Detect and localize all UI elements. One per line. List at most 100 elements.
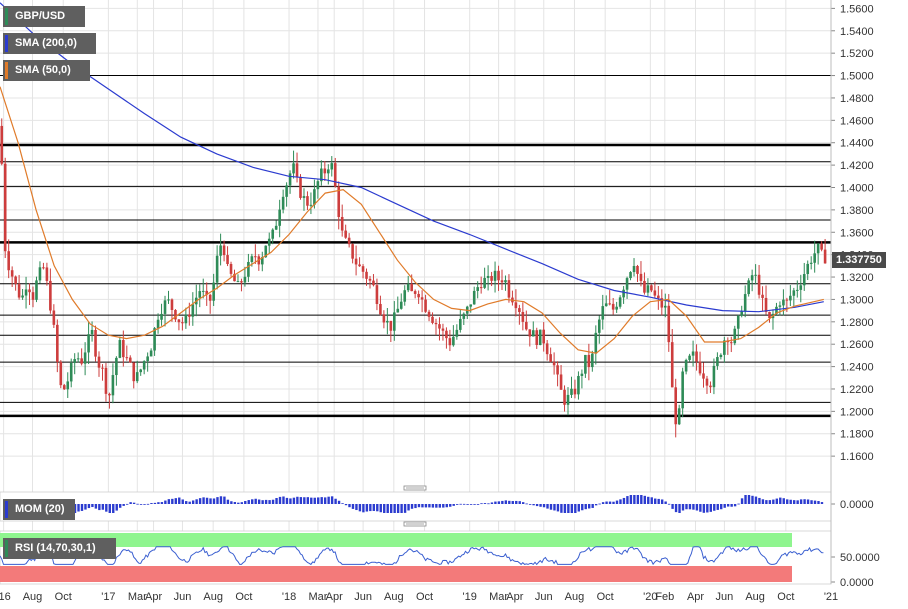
mom-bar bbox=[497, 501, 501, 504]
mom-bar bbox=[254, 498, 257, 504]
legend-rsi[interactable]: RSI (14,70,30,1) bbox=[3, 538, 116, 559]
legend-price-label: GBP/USD bbox=[15, 10, 66, 22]
candle-body bbox=[76, 358, 80, 360]
mom-bar bbox=[327, 496, 330, 504]
candle-body bbox=[702, 373, 705, 379]
candle-body bbox=[94, 329, 97, 357]
price-grid bbox=[0, 0, 832, 584]
mom-bar bbox=[337, 500, 341, 504]
candle-body bbox=[802, 274, 806, 286]
candle-body bbox=[250, 256, 254, 262]
candle-body bbox=[796, 289, 799, 291]
candle-body bbox=[104, 367, 108, 394]
mom-bar bbox=[650, 497, 653, 504]
time-tick-label: Mar bbox=[308, 591, 327, 603]
mom-bar bbox=[296, 496, 299, 504]
candle-body bbox=[90, 329, 94, 335]
mom-bar bbox=[195, 499, 198, 504]
time-tick-label: Mar bbox=[489, 591, 508, 603]
mom-bar bbox=[344, 504, 348, 506]
horizontal-levels bbox=[0, 75, 831, 418]
candle-body bbox=[493, 270, 497, 281]
candle-body bbox=[764, 297, 768, 312]
candle-body bbox=[330, 163, 334, 170]
candle-body bbox=[299, 176, 302, 198]
mom-bar bbox=[285, 497, 289, 504]
mom-bar bbox=[817, 501, 820, 504]
candle-body bbox=[813, 253, 816, 263]
mom-bar bbox=[782, 498, 785, 504]
candle-body bbox=[309, 204, 313, 206]
candle-body bbox=[549, 354, 552, 362]
mom-bar bbox=[198, 498, 202, 504]
mom-bar bbox=[362, 504, 365, 513]
mom-bar bbox=[191, 500, 195, 504]
legend-price[interactable]: GBP/USD bbox=[3, 6, 85, 27]
mom-bar bbox=[671, 504, 674, 509]
mom-bar bbox=[792, 500, 796, 504]
mom-bar bbox=[136, 503, 139, 505]
candle-body bbox=[608, 303, 612, 305]
candle-body bbox=[657, 295, 660, 299]
candle-body bbox=[782, 299, 785, 306]
mom-bar bbox=[303, 497, 306, 504]
candle-body bbox=[660, 298, 664, 308]
candle-body bbox=[563, 389, 566, 405]
candle-body bbox=[212, 282, 215, 301]
candle-body bbox=[820, 243, 823, 250]
price-tick-label: 1.1800 bbox=[840, 429, 874, 441]
legend-mom[interactable]: MOM (20) bbox=[3, 499, 75, 520]
candle-body bbox=[14, 276, 17, 284]
mom-bar bbox=[424, 504, 428, 508]
mom-bar bbox=[119, 504, 122, 508]
mom-bar bbox=[101, 504, 105, 510]
rsi-axis: 50.0000 0.0000 bbox=[831, 552, 880, 589]
candle-body bbox=[531, 330, 535, 337]
legend-sma50[interactable]: SMA (50,0) bbox=[3, 60, 90, 81]
candle-body bbox=[723, 340, 726, 355]
candle-body bbox=[101, 367, 104, 369]
time-tick-label: Apr bbox=[326, 591, 343, 603]
candle-body bbox=[139, 369, 143, 373]
mom-bar bbox=[608, 501, 612, 504]
mom-bar bbox=[414, 504, 417, 509]
candle-body bbox=[729, 342, 733, 344]
candle-body bbox=[163, 300, 167, 314]
mom-bar bbox=[633, 495, 636, 504]
time-tick-label: Oct bbox=[55, 591, 72, 603]
time-tick-label: Mar bbox=[128, 591, 147, 603]
mom-bar bbox=[720, 504, 723, 510]
mom-bar bbox=[278, 496, 282, 504]
mom-bar bbox=[796, 500, 799, 504]
mom-bar bbox=[636, 495, 640, 504]
candle-body bbox=[323, 168, 327, 174]
legend-sma200[interactable]: SMA (200,0) bbox=[3, 33, 96, 54]
mom-bar bbox=[667, 503, 671, 505]
mom-bar bbox=[681, 504, 685, 511]
price-tick-label: 1.4400 bbox=[840, 138, 874, 150]
candle-body bbox=[97, 356, 101, 368]
candle-body bbox=[198, 291, 202, 298]
candle-body bbox=[153, 328, 156, 351]
mom-bar bbox=[726, 504, 730, 507]
mom-bar bbox=[108, 504, 111, 513]
mom-bar bbox=[487, 503, 490, 505]
candle-body bbox=[757, 274, 761, 295]
mom-axis: 0.0000 bbox=[831, 499, 874, 511]
mom-bar bbox=[219, 496, 223, 504]
candle-body bbox=[740, 311, 744, 316]
candle-body bbox=[570, 388, 573, 395]
candle-body bbox=[351, 244, 354, 259]
candle-body bbox=[226, 255, 229, 264]
mom-bar bbox=[806, 499, 810, 504]
mom-bar bbox=[226, 499, 230, 504]
mom-bar bbox=[317, 497, 320, 504]
candle-body bbox=[427, 311, 431, 317]
time-tick-label: Oct bbox=[416, 591, 433, 603]
mom-bar bbox=[348, 504, 351, 508]
candle-body bbox=[417, 293, 420, 298]
candle-body bbox=[559, 374, 563, 390]
time-tick-label: Apr bbox=[687, 591, 704, 603]
time-tick-label: Aug bbox=[565, 591, 585, 603]
